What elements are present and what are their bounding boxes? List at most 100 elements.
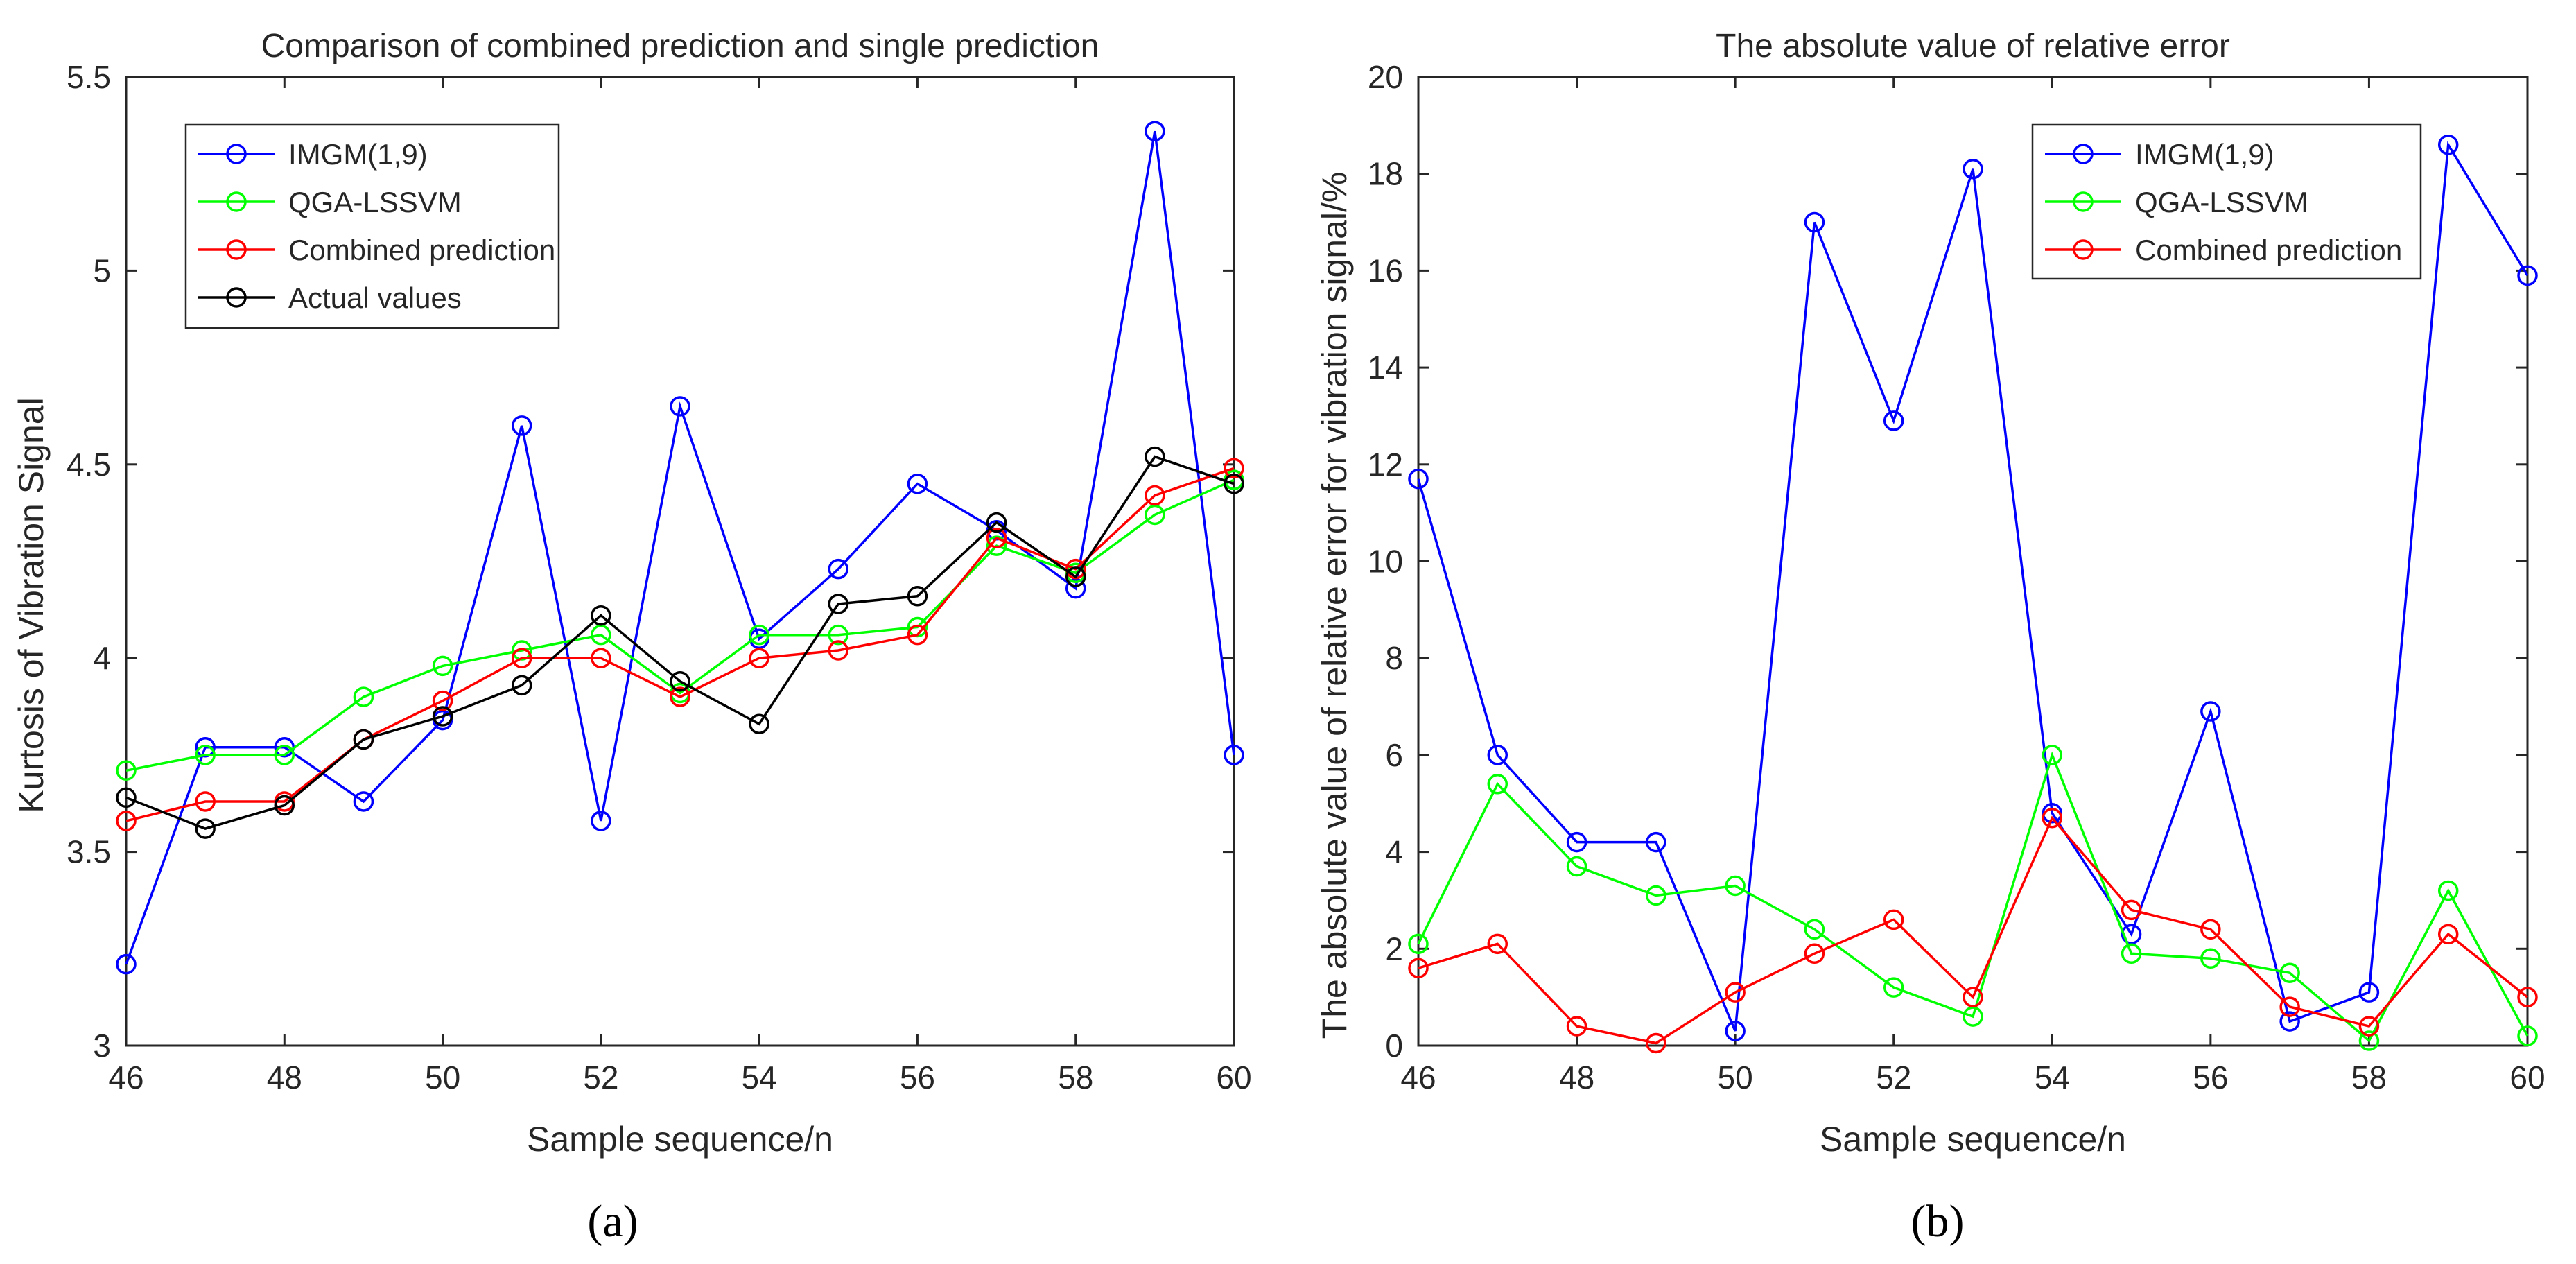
chart-b-series-combined-prediction-point	[1487, 933, 1508, 955]
chart-a-legend-label: IMGM(1,9)	[288, 138, 428, 171]
chart-b-series-imgm-1-9-point	[2279, 1011, 2300, 1032]
chart-a-xtick-label: 48	[267, 1059, 302, 1096]
chart-b-series-combined-prediction-point	[1408, 958, 1429, 978]
chart-a-series-qga-lssvm-point	[353, 686, 374, 707]
chart-b-series-combined-prediction-point	[1883, 909, 1904, 930]
chart-a-ylabel: Kurtosis of Vibration Signal	[12, 397, 51, 813]
chart-a-series-actual-values-point	[907, 586, 928, 607]
chart-a-series-imgm-1-9-point	[116, 953, 137, 975]
chart-b-ytick-label: 10	[1368, 544, 1403, 580]
chart-a-legend-label: Combined prediction	[288, 234, 555, 266]
chart-a-series-qga-lssvm-point	[907, 616, 928, 638]
chart-b-ytick-label: 14	[1368, 349, 1403, 386]
chart-b: The absolute value of relative error 46 4…	[1315, 28, 2545, 1247]
chart-b-series-qga-lssvm-point	[1883, 977, 1904, 998]
chart-b-series-qga-lssvm-line	[1417, 751, 2529, 1043]
chart-b-legend-label: IMGM(1,9)	[2135, 138, 2274, 171]
chart-a-series-actual-values-point	[1065, 566, 1086, 587]
chart-b-series-imgm-1-9-point	[1883, 410, 1904, 431]
chart-a-series-imgm-1-9-point	[1224, 745, 1244, 765]
chart-a-xlabel: Sample sequence/n	[527, 1120, 833, 1159]
chart-a-series-combined-prediction-point	[828, 640, 849, 661]
chart-a-series-combined-prediction-point	[1145, 485, 1165, 506]
chart-a-series-imgm-1-9-point	[828, 558, 849, 580]
chart-a-series-actual-values-point	[353, 729, 374, 750]
chart-a-series-actual-values-point	[591, 605, 611, 626]
chart-a-series-actual-values-point	[1224, 473, 1244, 494]
chart-a-series-actual-values-point	[432, 706, 453, 727]
chart-b-ylabel: The absolute value of relative error for…	[1315, 172, 1354, 1039]
chart-b-xtick-label: 60	[2509, 1059, 2545, 1096]
chart-a-ytick-label: 3	[93, 1028, 111, 1064]
chart-a-series-combined-prediction-point	[907, 624, 928, 646]
chart-b-ytick-label: 2	[1385, 930, 1403, 967]
chart-a-series-imgm-1-9-point	[907, 473, 928, 494]
chart-a-xtick-label: 46	[108, 1059, 143, 1096]
chart-b-series-imgm-1-9-point	[2200, 701, 2221, 722]
chart-b-series-qga-lssvm-point	[1487, 774, 1508, 795]
chart-b-xtick-label: 52	[1876, 1059, 1911, 1096]
chart-b-series-imgm-1-9-point	[1566, 831, 1587, 853]
chart-a-series-qga-lssvm-point	[116, 760, 137, 781]
chart-a-ytick-label: 3.5	[67, 834, 111, 870]
chart-b-ytick-label: 20	[1368, 59, 1403, 95]
chart-b-series-imgm-1-9-point	[1725, 1021, 1746, 1041]
chart-a-series-qga-lssvm-point	[591, 624, 611, 646]
chart-a-series-imgm-1-9-point	[195, 736, 216, 758]
chart-a-xtick-label: 50	[425, 1059, 460, 1096]
chart-b-series-imgm-1-9-point	[1487, 745, 1508, 765]
chart-a-series-imgm-1-9-point	[1065, 578, 1086, 599]
chart-a-series-combined-prediction-point	[511, 648, 532, 668]
chart-b-series-combined-prediction-point	[2200, 919, 2221, 940]
chart-b-xtick-label: 56	[2193, 1059, 2228, 1096]
chart-a-legend-marker	[226, 144, 247, 164]
chart-b-series-qga-lssvm-point	[2279, 962, 2300, 983]
chart-a-title: Comparison of combined prediction and si…	[261, 28, 1099, 64]
chart-b-ytick-label: 16	[1368, 252, 1403, 288]
chart-b-series-imgm-1-9-point	[1646, 831, 1666, 853]
chart-a-series-imgm-1-9-point	[1145, 121, 1165, 141]
chart-a-legend-label: Actual values	[288, 282, 462, 314]
chart-b-legend-label: Combined prediction	[2135, 234, 2402, 266]
chart-b-title: The absolute value of relative error	[1716, 28, 2230, 64]
chart-b-series-imgm-1-9-line	[1417, 141, 2529, 1032]
chart-a-series-qga-lssvm-point	[1145, 504, 1165, 526]
chart-a-series-actual-values-point	[986, 512, 1007, 533]
chart-b-xtick-label: 46	[1400, 1059, 1436, 1096]
chart-a-series-actual-values-point	[1145, 446, 1165, 467]
chart-b-series-imgm-1-9-point	[1408, 469, 1429, 490]
chart-a-ytick-label: 5	[93, 252, 111, 288]
chart-b-legend-marker	[2073, 239, 2094, 260]
chart-a-xtick-label: 54	[742, 1059, 777, 1096]
chart-a-xtick-label: 56	[900, 1059, 935, 1096]
chart-b-series-qga-lssvm-point	[2200, 948, 2221, 969]
chart-a-series-combined-prediction-point	[591, 648, 611, 668]
chart-a-series-actual-values-point	[511, 675, 532, 696]
chart-a-ytick-label: 5.5	[67, 59, 111, 95]
chart-b-series-qga-lssvm-point	[2437, 880, 2459, 901]
chart-a-series-qga-lssvm-point	[274, 745, 295, 765]
chart-b-ytick-label: 6	[1385, 737, 1403, 773]
chart-a-series-combined-prediction-point	[116, 811, 137, 831]
chart-a-series-qga-lssvm-point	[749, 624, 769, 646]
chart-a-series-actual-values-line	[125, 455, 1235, 830]
chart-b-xtick-label: 58	[2351, 1059, 2387, 1096]
chart-b-series-qga-lssvm-point	[2358, 1030, 2380, 1051]
chart-b-series-qga-lssvm-point	[1566, 856, 1587, 877]
chart-b-series-imgm-1-9-point	[2437, 135, 2459, 155]
chart-b-series-qga-lssvm-point	[1804, 919, 1825, 940]
chart-b-legend-marker	[2073, 191, 2094, 212]
chart-b-series-imgm-1-9-point	[2042, 802, 2063, 824]
chart-a-series-combined-prediction-point	[749, 648, 769, 668]
chart-a-series-qga-lssvm-point	[828, 624, 849, 646]
chart-b-series-qga-lssvm-point	[1408, 933, 1429, 955]
chart-a-legend-box	[184, 123, 560, 329]
chart-b-ytick-label: 12	[1368, 447, 1403, 483]
chart-a-series-actual-values-point	[828, 594, 849, 614]
chart-b-xtick-label: 48	[1559, 1059, 1594, 1096]
chart-a-series-actual-values-point	[195, 818, 216, 839]
chart-a-series-qga-lssvm-line	[125, 478, 1235, 772]
chart-b-series-qga-lssvm-point	[1725, 875, 1746, 897]
chart-a-series-imgm-1-9-point	[353, 791, 374, 812]
